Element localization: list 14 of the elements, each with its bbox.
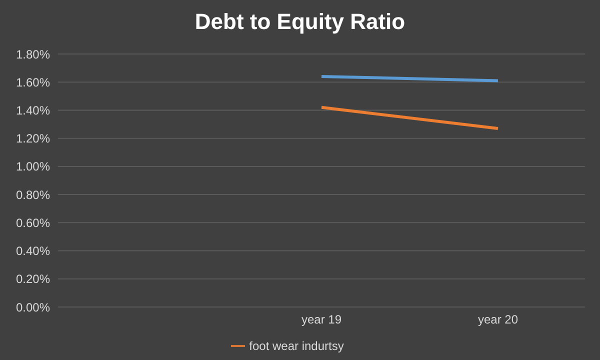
y-tick-label: 1.20% bbox=[16, 132, 50, 146]
x-tick-label: year 19 bbox=[301, 312, 342, 327]
y-tick-label: 1.00% bbox=[16, 160, 50, 174]
y-tick-label: 1.60% bbox=[16, 75, 50, 90]
y-tick-label: 0.00% bbox=[16, 300, 50, 314]
y-tick-label: 0.60% bbox=[16, 216, 50, 230]
legend-label: foot wear indurtsy bbox=[249, 339, 344, 353]
y-tick-label: 1.80% bbox=[16, 47, 50, 62]
y-tick-label: 0.20% bbox=[16, 272, 50, 286]
x-tick-label: year 20 bbox=[478, 312, 518, 327]
chart-title: Debt to Equity Ratio bbox=[194, 8, 406, 36]
y-tick-label: 1.40% bbox=[16, 103, 50, 118]
y-tick-label: 0.80% bbox=[16, 188, 50, 202]
y-tick-label: 0.40% bbox=[16, 244, 50, 258]
